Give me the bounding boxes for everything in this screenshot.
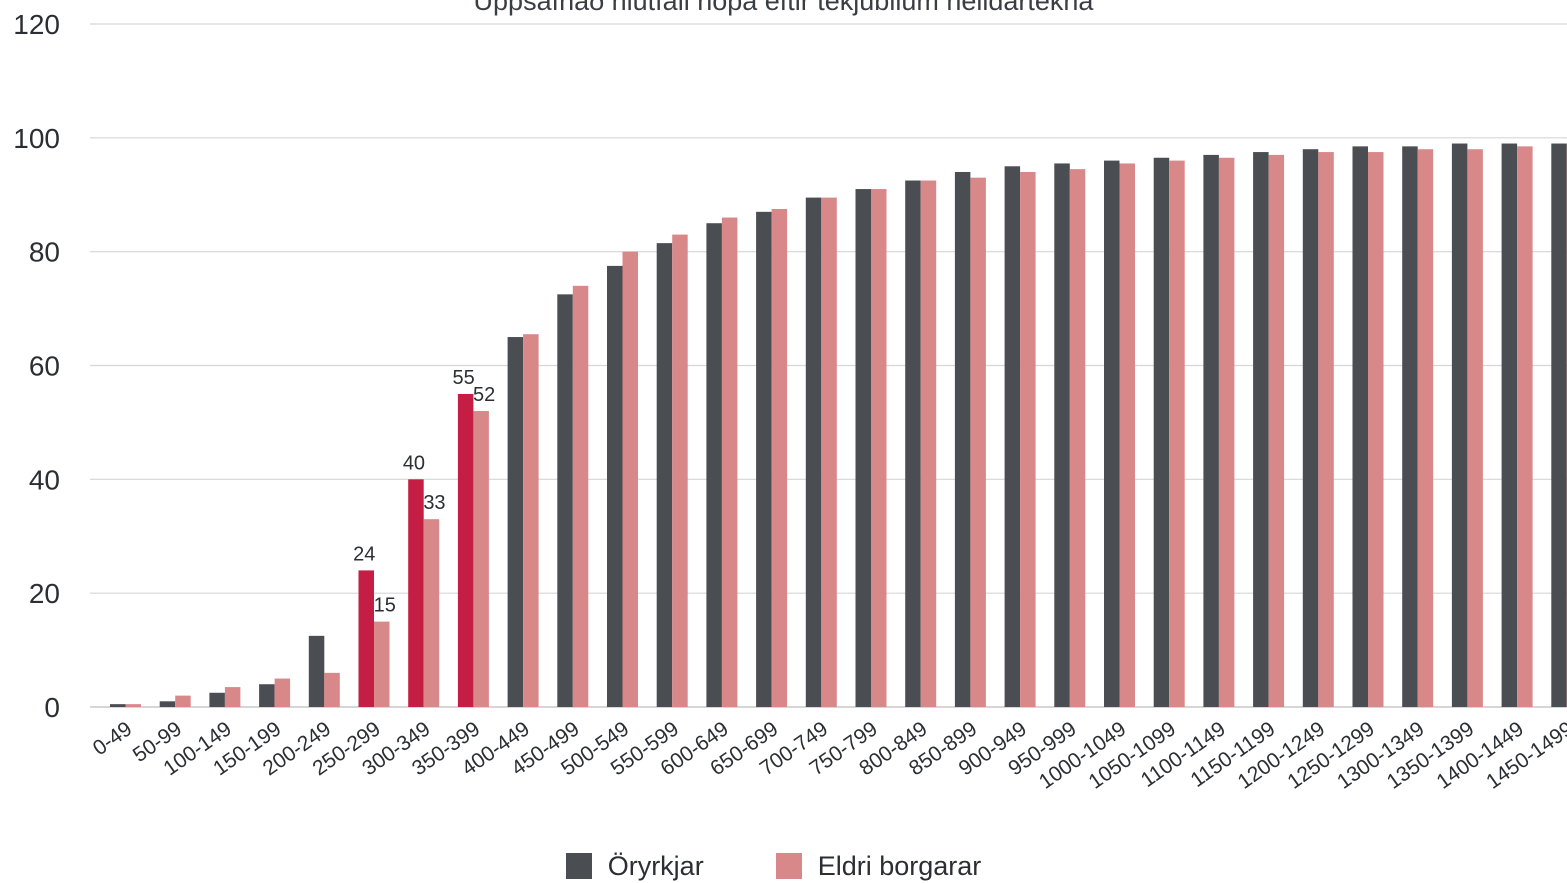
bar [672, 234, 688, 707]
bar [1020, 171, 1036, 707]
bar [224, 687, 241, 707]
bar [1069, 169, 1086, 707]
legend: Öryrkjar Eldri borgarar [0, 851, 1557, 881]
bar [1218, 157, 1235, 708]
bar [706, 223, 722, 708]
bar [1004, 166, 1021, 707]
bar [423, 519, 440, 707]
bar [358, 570, 374, 707]
legend-item-oryrkjar: Öryrkjar [565, 850, 704, 881]
bar [1169, 160, 1185, 708]
bar [507, 337, 524, 707]
y-tick-label: 0 [44, 692, 60, 723]
bar [821, 197, 837, 708]
bar [408, 479, 424, 707]
bar [1318, 152, 1334, 707]
legend-label-oryrkjar: Öryrkjar [607, 850, 704, 881]
chart-title: Uppsafnað hlutfall hópa eftir tekjubilum… [473, 0, 1094, 16]
bar [1368, 152, 1384, 707]
data-label: 55 [453, 367, 475, 389]
x-tick-label: 0-49 [89, 717, 137, 760]
bar [175, 695, 191, 707]
bar [1104, 160, 1120, 708]
bar [855, 189, 871, 707]
bar [259, 684, 275, 707]
bar [1302, 149, 1319, 707]
data-label: 52 [473, 384, 495, 406]
bar [1501, 143, 1518, 707]
bar [1417, 149, 1434, 707]
bar [721, 217, 738, 707]
bar [1402, 146, 1418, 707]
bar [1467, 149, 1483, 707]
bar [871, 189, 887, 707]
y-tick-label: 20 [29, 578, 60, 609]
bar [756, 211, 772, 707]
data-label: 15 [374, 595, 396, 617]
bar [473, 411, 489, 707]
bar [557, 294, 573, 707]
legend-item-eldri-borgarar: Eldri borgarar [775, 850, 982, 881]
bar [1352, 146, 1368, 707]
bar [1153, 157, 1170, 708]
bar [110, 704, 126, 707]
y-tick-label: 60 [29, 351, 60, 382]
bar [1253, 152, 1269, 707]
data-label: 33 [423, 492, 445, 514]
bar [209, 692, 225, 707]
bar [1517, 146, 1533, 707]
y-tick-label: 120 [13, 9, 60, 40]
bar [572, 285, 589, 707]
bar [457, 393, 474, 707]
legend-swatch-eldri-borgarar [775, 853, 802, 879]
bar [771, 208, 788, 707]
bar [159, 701, 176, 707]
bar [622, 251, 638, 707]
legend-swatch-oryrkjar [565, 853, 592, 879]
bar [274, 678, 291, 707]
bar [920, 180, 937, 708]
bar [970, 177, 986, 708]
bar [125, 704, 141, 707]
y-tick-label: 40 [29, 464, 60, 495]
bar [905, 180, 921, 708]
bar [1054, 163, 1070, 708]
bar [607, 265, 623, 707]
bar [1203, 154, 1219, 708]
data-label: 24 [353, 543, 375, 565]
bar [1268, 154, 1285, 708]
bar [374, 621, 390, 707]
bar [324, 672, 340, 707]
data-label: 40 [403, 452, 425, 474]
y-tick-label: 100 [13, 123, 60, 154]
bar [523, 334, 539, 707]
bar [1451, 143, 1468, 707]
bar [1119, 163, 1135, 708]
bar [1551, 143, 1567, 707]
bar [954, 171, 971, 707]
bar [308, 635, 325, 707]
legend-label-eldri-borgarar: Eldri borgarar [817, 850, 982, 881]
y-tick-label: 80 [29, 237, 60, 268]
bar [656, 243, 673, 708]
bar [805, 197, 822, 708]
